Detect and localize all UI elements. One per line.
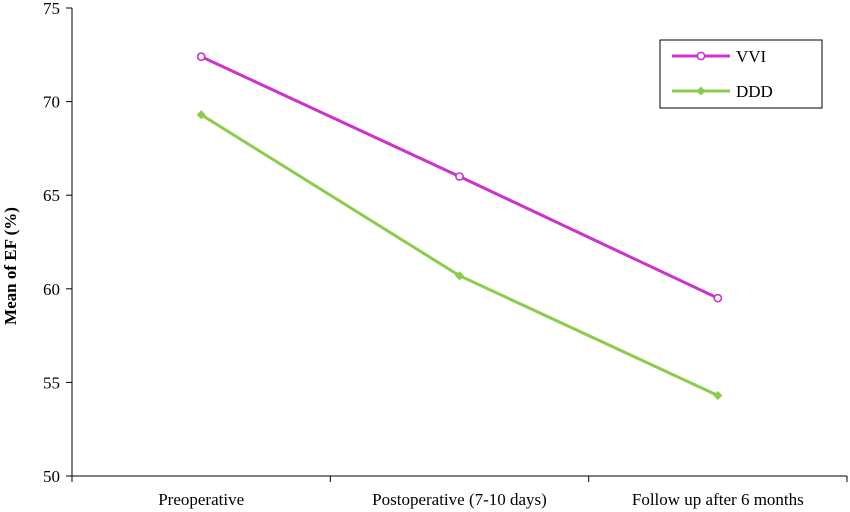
data-point-ddd: [196, 110, 206, 120]
y-tick-label: 70: [43, 93, 60, 112]
axes: [71, 8, 847, 477]
y-tick-label: 65: [43, 186, 60, 205]
data-point-vvi: [455, 172, 464, 181]
y-axis-ticks: 50 55 60 65 70 75: [43, 0, 72, 486]
legend-label-vvi: VVI: [736, 47, 767, 66]
x-tick-label: Follow up after 6 months: [632, 490, 804, 509]
y-tick-label: 75: [43, 0, 60, 18]
legend-box: [659, 39, 823, 109]
data-point-ddd: [713, 390, 723, 401]
x-tick-label: Postoperative (7-10 days): [372, 490, 547, 509]
y-tick-label: 50: [43, 467, 60, 486]
y-tick-label: 55: [43, 373, 60, 392]
legend-marker-vvi: [696, 51, 706, 61]
series-line-ddd: [200, 113, 719, 397]
legend: VVI DDD: [659, 39, 823, 109]
series-layer: [196, 52, 723, 401]
data-point-vvi: [196, 52, 206, 62]
y-axis-title: Mean of EF (%): [1, 207, 20, 325]
y-tick-label: 60: [43, 280, 60, 299]
legend-label-ddd: DDD: [736, 82, 773, 101]
legend-marker-ddd: [696, 86, 706, 96]
x-tick-label: Preoperative: [158, 490, 244, 509]
data-point-vvi: [713, 293, 723, 303]
x-axis-ticks: Preoperative Postoperative (7-10 days) Fol…: [71, 476, 848, 509]
data-point-ddd: [454, 271, 465, 281]
